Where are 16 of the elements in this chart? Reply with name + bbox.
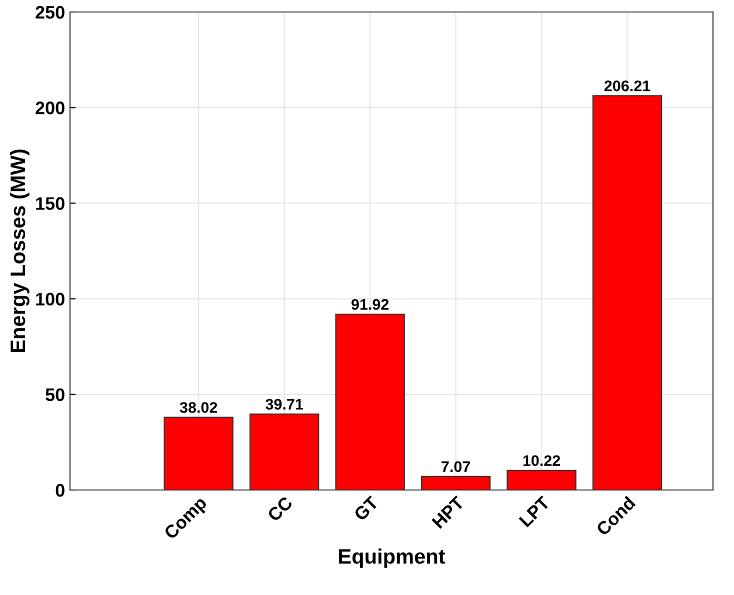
data-label: 91.92: [351, 299, 389, 310]
y-tick-label: 200: [36, 102, 64, 114]
data-label: 7.07: [442, 461, 470, 472]
x-tick-label: CC: [266, 496, 294, 522]
x-axis-title: Equipment: [339, 548, 446, 568]
data-label: 206.21: [604, 80, 650, 92]
y-axis-title: Energy Losses (MW): [10, 150, 30, 352]
y-tick-label: 50: [46, 388, 64, 402]
y-tick-label: 100: [36, 292, 64, 306]
data-label: 10.22: [523, 455, 560, 466]
y-tick-label: 250: [36, 6, 64, 19]
data-label: 38.02: [180, 402, 218, 413]
y-tick-label: 0: [56, 484, 64, 497]
x-tick-label: GT: [353, 495, 380, 522]
data-label: 39.71: [266, 398, 304, 410]
y-tick-label: 150: [36, 197, 64, 210]
